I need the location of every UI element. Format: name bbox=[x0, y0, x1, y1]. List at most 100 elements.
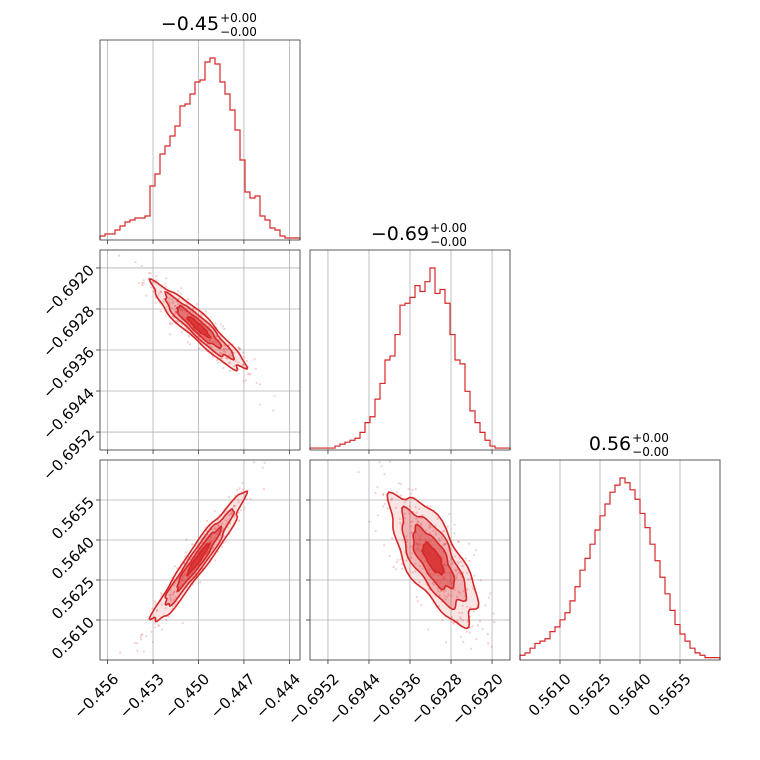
sample-point bbox=[414, 562, 417, 565]
sample-point bbox=[391, 537, 394, 540]
sample-point bbox=[191, 543, 194, 546]
sample-point bbox=[462, 590, 465, 593]
sample-point bbox=[436, 517, 439, 521]
sample-point bbox=[418, 564, 421, 568]
sample-point bbox=[418, 580, 421, 584]
sample-point bbox=[397, 558, 400, 561]
sample-point bbox=[409, 545, 413, 548]
sample-point bbox=[189, 310, 193, 313]
sample-point bbox=[173, 565, 176, 568]
sample-point bbox=[156, 610, 159, 613]
sample-point bbox=[418, 507, 421, 511]
sample-point bbox=[171, 593, 174, 597]
density-panel-1-2 bbox=[96, 249, 301, 454]
hist-title-3: 0.56 bbox=[589, 433, 631, 455]
sample-point bbox=[382, 492, 385, 496]
sample-point bbox=[232, 504, 236, 508]
sample-point bbox=[461, 619, 465, 622]
axes-frame bbox=[99, 39, 301, 241]
sample-point bbox=[418, 538, 421, 541]
sample-point bbox=[150, 286, 153, 289]
sample-point bbox=[414, 570, 417, 573]
sample-point bbox=[160, 291, 163, 294]
sample-point bbox=[376, 514, 379, 517]
sample-point bbox=[183, 573, 187, 577]
sample-point bbox=[428, 526, 431, 529]
sample-point bbox=[213, 510, 216, 513]
sample-point bbox=[168, 322, 172, 326]
sample-point bbox=[217, 530, 220, 533]
sample-point bbox=[237, 346, 240, 349]
sample-point bbox=[234, 360, 237, 363]
sample-point bbox=[450, 616, 453, 619]
sample-point bbox=[431, 582, 434, 585]
sample-point bbox=[141, 284, 144, 287]
sample-point bbox=[167, 615, 170, 618]
sample-point bbox=[252, 461, 256, 464]
title-lower-1: −0.00 bbox=[220, 25, 257, 39]
sample-point bbox=[476, 624, 479, 627]
sample-point bbox=[416, 543, 419, 546]
sample-point bbox=[233, 515, 236, 518]
sample-point bbox=[461, 611, 464, 615]
sample-point bbox=[442, 563, 445, 566]
hist-grid-3 bbox=[559, 460, 681, 660]
title-upper-1: +0.00 bbox=[220, 11, 257, 25]
sample-point bbox=[150, 630, 153, 633]
sample-point bbox=[166, 305, 169, 308]
sample-point bbox=[140, 633, 143, 636]
sample-point bbox=[443, 563, 446, 566]
sample-point bbox=[468, 559, 471, 563]
sample-point bbox=[453, 588, 456, 591]
sample-point bbox=[389, 460, 392, 463]
sample-point bbox=[254, 367, 257, 371]
sample-point bbox=[459, 617, 462, 620]
sample-point bbox=[444, 589, 447, 592]
sample-point bbox=[223, 327, 226, 330]
sample-point bbox=[181, 577, 184, 580]
sample-point bbox=[458, 592, 461, 595]
sample-point bbox=[416, 521, 419, 525]
sample-point bbox=[176, 566, 179, 570]
sample-point bbox=[142, 650, 146, 653]
sample-point bbox=[443, 590, 446, 594]
sample-point bbox=[211, 351, 214, 354]
sample-point bbox=[479, 579, 482, 582]
sample-point bbox=[436, 587, 440, 590]
sample-point bbox=[421, 567, 424, 570]
sample-point bbox=[262, 487, 265, 491]
sample-point bbox=[237, 511, 240, 514]
sample-point bbox=[409, 525, 412, 528]
sample-point bbox=[451, 621, 454, 624]
sample-point bbox=[157, 292, 161, 295]
sample-point bbox=[403, 516, 406, 520]
sample-point bbox=[157, 624, 160, 627]
sample-point bbox=[243, 507, 246, 510]
sample-point bbox=[429, 573, 432, 576]
sample-point bbox=[237, 347, 240, 350]
sample-point bbox=[174, 310, 177, 313]
sample-point bbox=[233, 351, 236, 354]
sample-point bbox=[238, 487, 241, 490]
sample-point bbox=[401, 567, 404, 571]
y-tick-label: 0.5655 bbox=[48, 493, 98, 543]
sample-point bbox=[398, 517, 401, 521]
sample-point bbox=[223, 344, 226, 347]
sample-point bbox=[437, 605, 441, 608]
sample-point bbox=[209, 525, 212, 528]
x-tick-label: −0.447 bbox=[207, 670, 259, 722]
sample-point bbox=[175, 320, 178, 323]
sample-point bbox=[167, 297, 170, 300]
sample-point bbox=[450, 581, 453, 585]
sample-point bbox=[453, 622, 456, 625]
sample-point bbox=[435, 579, 439, 582]
sample-point bbox=[259, 403, 262, 406]
sample-point bbox=[186, 313, 189, 316]
sample-point bbox=[395, 491, 399, 494]
sample-point bbox=[117, 254, 121, 257]
sample-point bbox=[438, 537, 441, 540]
sample-point bbox=[456, 568, 459, 571]
sample-point bbox=[145, 294, 148, 297]
sample-point bbox=[245, 359, 249, 363]
sample-point bbox=[168, 594, 171, 597]
